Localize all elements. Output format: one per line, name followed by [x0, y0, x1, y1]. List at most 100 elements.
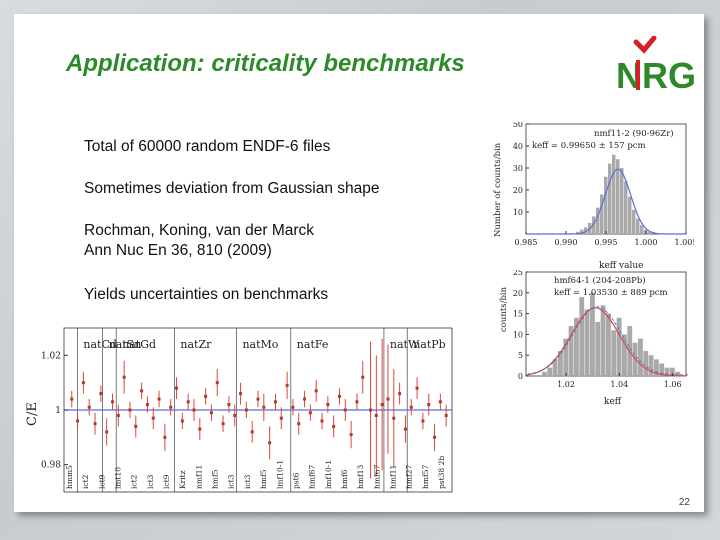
ce-tick-label: lmt10 [114, 467, 123, 489]
h2-bar [584, 309, 590, 376]
ce-point [180, 419, 184, 423]
ce-tick-label: Kritz [178, 470, 187, 489]
h2-bar [563, 338, 569, 376]
h1-bar [624, 181, 628, 234]
ce-tick-label: hmf67 [372, 465, 381, 489]
ce-group-label: natCd [83, 338, 117, 351]
h2-xtick-label: 1.06 [664, 380, 682, 389]
h1-ytick-label: 20 [513, 186, 523, 195]
ce-ytick-label: 1.02 [41, 351, 61, 361]
ce-tick-label: ict2 [81, 474, 90, 489]
ce-point [380, 403, 384, 407]
ce-point [314, 389, 318, 393]
ce-point [151, 416, 155, 420]
slide: Application: criticality benchmarks NRG … [14, 14, 704, 512]
ce-tick-label: hmf27 [405, 465, 414, 489]
h2-bar [654, 359, 659, 376]
h1-bar [592, 216, 596, 234]
ce-tick-label: hmf6 [340, 469, 349, 489]
ce-point [273, 400, 277, 404]
ce-tick-label: lmf10-1 [275, 460, 284, 489]
hist1-annotation: keff = 0.99650 ± 157 pcm [532, 141, 646, 151]
h1-bar [576, 231, 580, 234]
ce-point [308, 411, 312, 415]
hist1-xlabel: keff value [599, 261, 644, 271]
ce-tick-label: nmf11 [194, 465, 203, 489]
ce-tick-label: lmf10-1 [324, 460, 333, 489]
h1-fit-line-0 [526, 168, 686, 235]
hist2-xlabel: keff [604, 397, 622, 407]
ce-point [297, 422, 301, 426]
h2-bar [542, 371, 547, 376]
ce-group-label: natSn [109, 338, 142, 351]
histogram-zr-chart: 10 20 30 40 50 0.985 0.990 0.995 1.000 1.005 nmf… [493, 122, 694, 271]
h2-bar [547, 367, 553, 376]
h1-bar [640, 225, 644, 234]
h1-bar [600, 194, 604, 234]
ce-tick-label: hmm5 [65, 465, 74, 489]
h2-bar [659, 363, 665, 376]
h2-bar [611, 330, 617, 376]
h1-bar [636, 218, 640, 234]
h1-bar [596, 207, 600, 234]
ce-point [93, 422, 97, 426]
ce-tick-label: lct9 [97, 474, 106, 489]
logo-check-icon [633, 36, 657, 54]
bullet-gaussian: Sometimes deviation from Gaussian shape [84, 180, 380, 197]
ce-point [134, 424, 138, 428]
ce-point [256, 397, 260, 401]
ce-point [198, 427, 202, 431]
ce-ytick-label: 1 [55, 406, 61, 416]
h1-ytick-label: 10 [513, 208, 523, 217]
hist2-ylabel: counts/bin [499, 286, 509, 332]
ce-point [392, 416, 396, 420]
h1-bar [628, 196, 632, 234]
h2-bar [579, 296, 585, 376]
ce-point [221, 422, 225, 426]
ce-point [398, 392, 402, 396]
h2-bar [670, 367, 675, 376]
h2-ytick-label: 5 [518, 351, 523, 360]
bullet-reference-authors: Rochman, Koning, van der Marck [84, 222, 315, 239]
h2-bar [600, 305, 606, 376]
ce-point [343, 408, 347, 412]
ce-point [374, 413, 378, 417]
ce-point [192, 408, 196, 412]
ce-point [409, 405, 413, 409]
ce-point [433, 435, 437, 439]
ce-point [285, 383, 289, 387]
ce-point [438, 400, 442, 404]
h2-bar [643, 351, 649, 376]
ce-ylabel: C/E [25, 402, 40, 426]
ce-point [386, 397, 390, 401]
ce-group-label: natGd [122, 338, 156, 351]
h2-ytick-label: 0 [518, 372, 523, 381]
ce-point [227, 403, 231, 407]
ce-group-label: natPb [413, 338, 446, 351]
ce-tick-label: ict2 [130, 474, 139, 489]
ce-point [81, 381, 85, 385]
ce-point [320, 419, 324, 423]
ce-point [337, 394, 341, 398]
page-number: 22 [678, 497, 690, 508]
ce-point [122, 375, 126, 379]
ce-point [87, 405, 91, 409]
ce-ytick-label: 0.98 [41, 461, 61, 471]
ce-point [332, 424, 336, 428]
h2-fit-line-1 [527, 306, 688, 376]
ce-point [145, 403, 149, 407]
ce-point [415, 386, 419, 390]
h1-xtick-label: 1.000 [635, 238, 658, 247]
h2-ytick-label: 10 [513, 330, 523, 339]
h1-ytick-label: 40 [513, 142, 523, 151]
ce-point [209, 411, 213, 415]
ce-point [326, 403, 330, 407]
ce-point [105, 430, 109, 434]
h1-xtick-label: 0.995 [595, 238, 618, 247]
h2-bar [616, 317, 622, 376]
h1-ytick-label: 30 [513, 164, 523, 173]
ce-group-label: natW [390, 338, 420, 351]
h1-bar [616, 159, 620, 234]
hist2-title: hmf64-1 (204-208Pb) [554, 275, 646, 286]
